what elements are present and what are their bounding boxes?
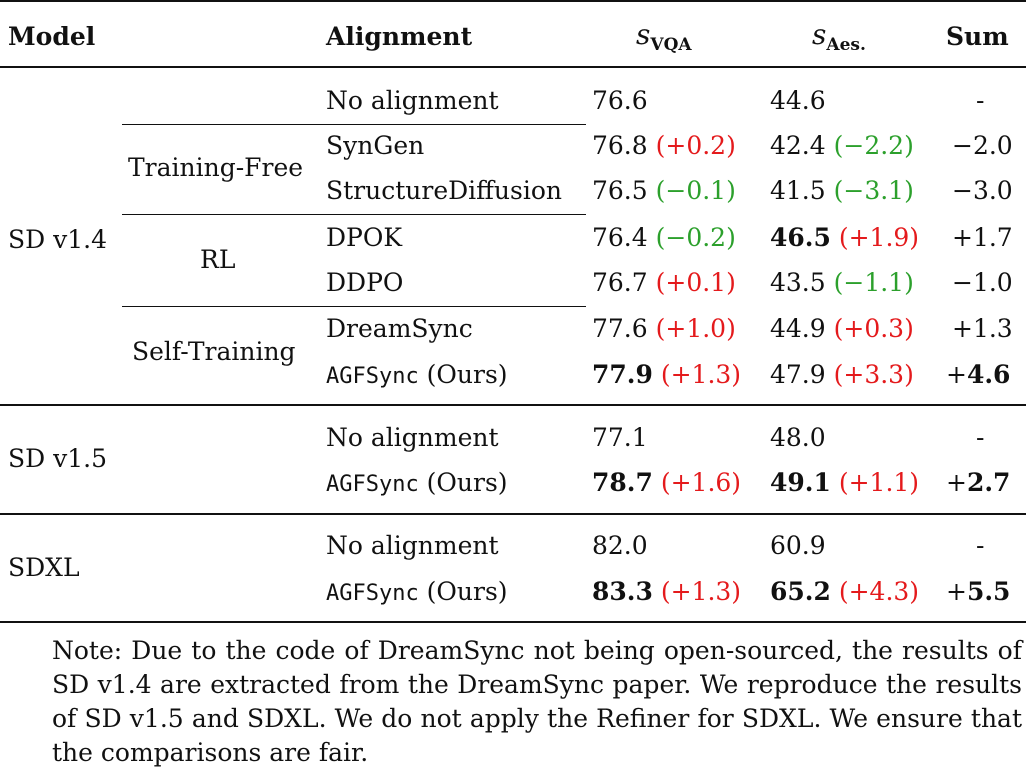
vqa-delta: (+1.6) bbox=[660, 468, 742, 497]
vqa-value: 78.7 (+1.6) bbox=[592, 468, 742, 497]
sum-value: +2.7 bbox=[946, 468, 1011, 497]
aes-value: 44.9 (+0.3) bbox=[770, 314, 914, 343]
sum-value: - bbox=[976, 86, 985, 115]
method-label: No alignment bbox=[326, 531, 499, 560]
vqa-delta: (+1.0) bbox=[655, 314, 736, 343]
method-label: No alignment bbox=[326, 423, 499, 452]
method-label: No alignment bbox=[326, 86, 499, 115]
method-label: SynGen bbox=[326, 131, 425, 160]
model-sd-v1-4: SD v1.4 bbox=[8, 225, 107, 254]
vqa-value: 76.7 (+0.1) bbox=[592, 268, 736, 297]
aes-value: 41.5 (−3.1) bbox=[770, 176, 914, 205]
aes-delta: (−3.1) bbox=[833, 176, 914, 205]
aes-delta: (+1.9) bbox=[838, 223, 920, 252]
sum-value: +4.6 bbox=[946, 360, 1011, 389]
aes-value: 47.9 (+3.3) bbox=[770, 360, 914, 389]
sum-value: - bbox=[976, 423, 985, 452]
vqa-delta: (−0.2) bbox=[655, 223, 736, 252]
sum-value: +1.3 bbox=[952, 314, 1013, 343]
method-label: DreamSync bbox=[326, 314, 473, 343]
aes-value: 46.5 (+1.9) bbox=[770, 223, 920, 252]
sum-value: +5.5 bbox=[946, 577, 1011, 606]
sum-value: −2.0 bbox=[952, 131, 1013, 160]
aes-delta: (+1.1) bbox=[838, 468, 920, 497]
aes-value: 48.0 bbox=[770, 423, 826, 452]
aes-delta: (−2.2) bbox=[833, 131, 914, 160]
category-self-training: Self-Training bbox=[132, 337, 296, 366]
sum-value: +1.7 bbox=[952, 223, 1013, 252]
subgroup-rule bbox=[122, 124, 586, 125]
aes-delta: (+0.3) bbox=[833, 314, 914, 343]
vqa-value: 76.6 bbox=[592, 86, 648, 115]
vqa-value: 82.0 bbox=[592, 531, 648, 560]
aes-delta: (+3.3) bbox=[833, 360, 914, 389]
subgroup-rule bbox=[122, 306, 586, 307]
aes-value: 49.1 (+1.1) bbox=[770, 468, 920, 497]
header-alignment: Alignment bbox=[326, 22, 473, 51]
subgroup-rule bbox=[122, 214, 586, 215]
header-svqa: sVQA bbox=[636, 18, 692, 56]
model-sdxl: SDXL bbox=[8, 553, 80, 582]
aes-value: 42.4 (−2.2) bbox=[770, 131, 914, 160]
sum-value: −1.0 bbox=[952, 268, 1013, 297]
header-rule bbox=[0, 66, 1026, 68]
sum-value: −3.0 bbox=[952, 176, 1013, 205]
aes-value: 60.9 bbox=[770, 531, 826, 560]
method-label: AGFSync (Ours) bbox=[326, 468, 508, 497]
header-model: Model bbox=[8, 22, 96, 51]
category-training-free: Training-Free bbox=[128, 153, 304, 182]
bottom-rule bbox=[0, 621, 1026, 623]
vqa-value: 76.5 (−0.1) bbox=[592, 176, 736, 205]
method-label: AGFSync (Ours) bbox=[326, 577, 508, 606]
vqa-value: 76.8 (+0.2) bbox=[592, 131, 736, 160]
vqa-delta: (+1.3) bbox=[660, 360, 742, 389]
method-label: DPOK bbox=[326, 223, 403, 252]
vqa-delta: (+0.2) bbox=[655, 131, 736, 160]
vqa-value: 77.1 bbox=[592, 423, 648, 452]
sum-value: - bbox=[976, 531, 985, 560]
method-label: StructureDiffusion bbox=[326, 176, 562, 205]
aes-value: 44.6 bbox=[770, 86, 826, 115]
vqa-delta: (+0.1) bbox=[655, 268, 736, 297]
group-rule bbox=[0, 404, 1026, 406]
vqa-value: 77.6 (+1.0) bbox=[592, 314, 736, 343]
method-label: DDPO bbox=[326, 268, 404, 297]
aes-value: 43.5 (−1.1) bbox=[770, 268, 914, 297]
vqa-value: 76.4 (−0.2) bbox=[592, 223, 736, 252]
category-rl: RL bbox=[200, 245, 236, 274]
group-rule bbox=[0, 513, 1026, 515]
model-sd-v1-5: SD v1.5 bbox=[8, 444, 107, 473]
header-saes: sAes. bbox=[812, 18, 866, 56]
aes-value: 65.2 (+4.3) bbox=[770, 577, 920, 606]
table-note: Note: Due to the code of DreamSync not b… bbox=[52, 636, 1022, 767]
top-rule bbox=[0, 0, 1026, 2]
header-sum: Sum bbox=[946, 22, 1009, 51]
vqa-delta: (+1.3) bbox=[660, 577, 742, 606]
vqa-value: 83.3 (+1.3) bbox=[592, 577, 742, 606]
aes-delta: (−1.1) bbox=[833, 268, 914, 297]
vqa-value: 77.9 (+1.3) bbox=[592, 360, 742, 389]
method-label: AGFSync (Ours) bbox=[326, 360, 508, 389]
aes-delta: (+4.3) bbox=[838, 577, 920, 606]
vqa-delta: (−0.1) bbox=[655, 176, 736, 205]
